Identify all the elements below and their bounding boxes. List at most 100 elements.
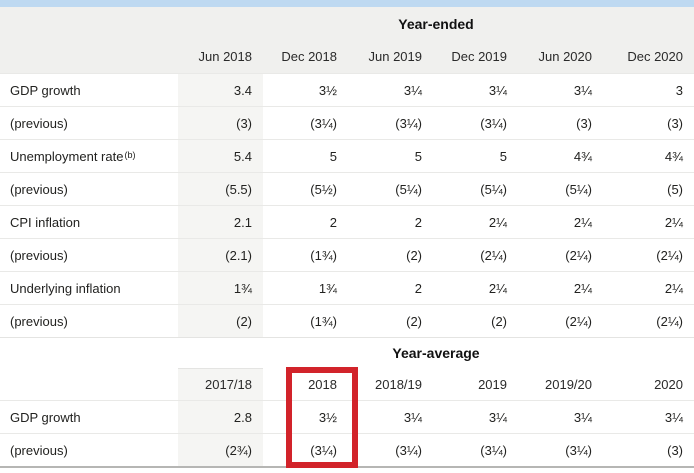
cell-value: 5 — [414, 148, 422, 164]
cell-value: 5 — [499, 148, 507, 164]
cell-value: (2) — [406, 313, 422, 329]
column-header: 2018/19 — [375, 376, 422, 392]
row-label: CPI inflation — [0, 206, 178, 238]
cell-value: (2¼) — [565, 247, 592, 263]
cell-value: (3¼) — [310, 115, 337, 131]
cell-value: 3.4 — [178, 74, 263, 106]
section-title: Year-average — [392, 345, 480, 361]
column-header: 2019/20 — [545, 376, 592, 392]
cell-value: 3¼ — [403, 82, 422, 98]
cell-value: 4¾ — [664, 148, 683, 164]
row-label-text: Underlying inflation — [10, 280, 121, 296]
column-header: Dec 2018 — [281, 49, 337, 64]
table-row: (previous) (3) (3¼) (3¼) (3¼) (3) (3) — [0, 106, 694, 139]
row-label-text: GDP growth — [10, 409, 81, 425]
table-row: (previous) (2.1) (1¾) (2) (2¼) (2¼) (2¼) — [0, 238, 694, 271]
table-row: (previous) (5.5) (5½) (5¼) (5¼) (5¼) (5) — [0, 172, 694, 205]
table-row: Underlying inflation 1¾ 1¾ 2 2¼ 2¼ 2¼ — [0, 271, 694, 304]
column-header: 2018 — [308, 376, 337, 392]
cell-value: (3) — [576, 115, 592, 131]
cell-value: (2) — [491, 313, 507, 329]
cell-value: 2¼ — [573, 214, 592, 230]
table-row: GDP growth 3.4 3½ 3¼ 3¼ 3¼ 3 — [0, 73, 694, 106]
cell-value: 2¼ — [573, 280, 592, 296]
row-label-text: (previous) — [10, 313, 68, 329]
cell-value: 3¼ — [573, 82, 592, 98]
section-title-spacer — [0, 338, 178, 368]
section-title-spacer — [0, 7, 178, 40]
column-header: 2017/18 — [178, 368, 263, 400]
cell-value: 2 — [414, 280, 422, 296]
row-label: (previous) — [0, 434, 178, 466]
column-header: Dec 2020 — [627, 49, 683, 64]
section-title-row: Year-ended — [0, 7, 694, 40]
cell-value: 2¼ — [488, 280, 507, 296]
cell-value: (3¼) — [310, 442, 337, 458]
cell-value: (5.5) — [178, 173, 263, 205]
cell-value: (2¼) — [656, 247, 683, 263]
cell-value: (3) — [667, 442, 683, 458]
row-label: Underlying inflation — [0, 272, 178, 304]
row-label: (previous) — [0, 305, 178, 337]
cell-value: 5 — [329, 148, 337, 164]
row-label: (previous) — [0, 239, 178, 271]
cell-value: (2) — [406, 247, 422, 263]
column-header-row: Jun 2018 Dec 2018 Jun 2019 Dec 2019 Jun 2020… — [0, 40, 694, 73]
cell-value: (2.1) — [178, 239, 263, 271]
row-label-text: Unemployment rate — [10, 148, 124, 164]
cell-value: (1¾) — [310, 313, 337, 329]
row-label-text: GDP growth — [10, 82, 81, 98]
cell-value: (5¼) — [565, 181, 592, 197]
cell-value: 2 — [414, 214, 422, 230]
cell-value: (3¼) — [565, 442, 592, 458]
cell-value: (3¼) — [395, 442, 422, 458]
cell-value: 2¼ — [488, 214, 507, 230]
cell-value: 3 — [675, 82, 683, 98]
cell-value: 3½ — [318, 409, 337, 425]
column-header-spacer — [0, 368, 178, 400]
cell-value: (2¾) — [178, 434, 263, 466]
row-label-text: (previous) — [10, 181, 68, 197]
column-header: Dec 2019 — [451, 49, 507, 64]
cell-value: 3¼ — [573, 409, 592, 425]
cell-value: (3) — [667, 115, 683, 131]
cell-value: 3½ — [318, 82, 337, 98]
cell-value: 1¾ — [178, 272, 263, 304]
cell-value: (2) — [178, 305, 263, 337]
cell-value: (1¾) — [310, 247, 337, 263]
cell-value: (3¼) — [395, 115, 422, 131]
cell-value: 2 — [329, 214, 337, 230]
row-label: (previous) — [0, 173, 178, 205]
cell-value: 2¼ — [664, 280, 683, 296]
cell-value: (5¼) — [395, 181, 422, 197]
section-title: Year-ended — [398, 15, 474, 32]
table-bottom-border — [0, 466, 694, 468]
column-header: Jun 2019 — [368, 49, 423, 64]
column-header-row: 2017/18 2018 2018/19 2019 2019/20 2020 — [0, 368, 694, 400]
column-header-spacer — [0, 40, 178, 73]
cell-value: 3¼ — [664, 409, 683, 425]
row-label-text: (previous) — [10, 247, 68, 263]
table-row: GDP growth 2.8 3½ 3¼ 3¼ 3¼ 3¼ — [0, 400, 694, 433]
cell-value: 2.1 — [178, 206, 263, 238]
table-row: (previous) (2¾) (3¼) (3¼) (3¼) (3¼) (3) — [0, 433, 694, 466]
cell-value: 3¼ — [488, 82, 507, 98]
top-accent-bar — [0, 0, 694, 7]
cell-value: 2¼ — [664, 214, 683, 230]
section-title-row: Year-average — [0, 337, 694, 368]
cell-value: (3) — [178, 107, 263, 139]
column-header: 2019 — [478, 376, 507, 392]
table-row: CPI inflation 2.1 2 2 2¼ 2¼ 2¼ — [0, 205, 694, 238]
row-label-text: CPI inflation — [10, 214, 81, 230]
forecast-table: Year-ended Jun 2018 Dec 2018 Jun 2019 Dec 20… — [0, 7, 694, 466]
cell-value: 2.8 — [178, 401, 263, 433]
cell-value: (2¼) — [480, 247, 507, 263]
cell-value: (5½) — [310, 181, 337, 197]
cell-value: (2¼) — [565, 313, 592, 329]
column-header: Jun 2018 — [198, 49, 253, 64]
table-row: Unemployment rate (b) 5.4 5 5 5 4¾ 4¾ — [0, 139, 694, 172]
cell-value: (2¼) — [656, 313, 683, 329]
cell-value: 5.4 — [178, 140, 263, 172]
column-header: 2020 — [654, 376, 683, 392]
